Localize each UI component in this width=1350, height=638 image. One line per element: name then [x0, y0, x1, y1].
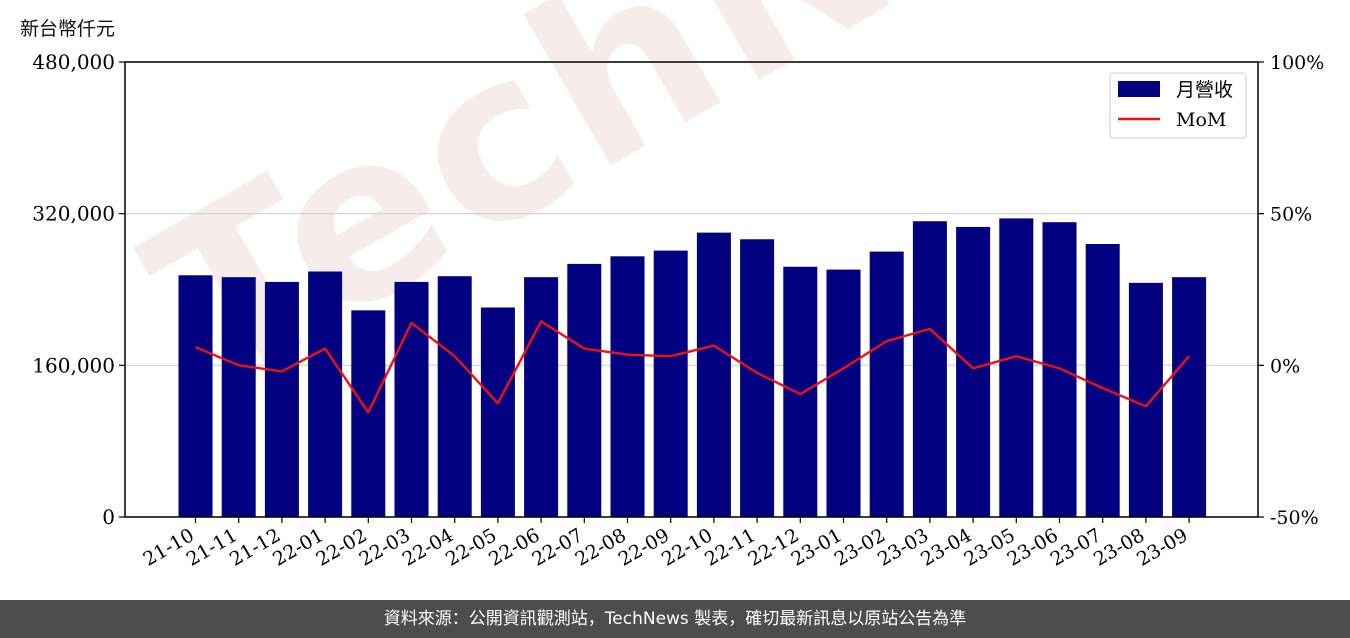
bar-23-08: [1128, 282, 1163, 517]
y-axis-unit-label: 新台幣仟元: [20, 18, 116, 40]
bar-23-01: [826, 269, 861, 517]
left-tick-label: 160,000: [32, 353, 115, 377]
left-tick-label: 320,000: [32, 202, 115, 226]
bar-21-10: [178, 275, 213, 517]
left-tick-label: 480,000: [32, 50, 115, 74]
right-tick-label: 100%: [1270, 52, 1324, 74]
bar-22-03: [394, 281, 429, 517]
bar-23-09: [1172, 277, 1207, 517]
bar-23-05: [999, 218, 1034, 517]
legend-label-revenue: 月營收: [1176, 79, 1233, 101]
bar-22-01: [308, 271, 343, 517]
bar-22-07: [567, 263, 602, 517]
legend-label-mom: MoM: [1176, 109, 1226, 131]
right-tick-label: 0%: [1270, 355, 1300, 377]
bar-22-05: [480, 307, 515, 517]
right-tick-label: 50%: [1270, 204, 1312, 226]
bar-23-04: [956, 226, 991, 517]
plot-frame: [124, 61, 1259, 518]
bar-22-06: [524, 277, 559, 517]
legend-bar-swatch: [1118, 81, 1160, 97]
bar-22-12: [783, 266, 818, 517]
revenue-chart: 0160,000320,000480,000-50%0%50%100%21-10…: [32, 50, 1324, 571]
bar-23-07: [1085, 244, 1120, 517]
bar-22-04: [437, 276, 472, 517]
bar-23-02: [869, 251, 904, 518]
left-tick-label: 0: [102, 505, 115, 529]
source-footer: 資料來源：公開資訊觀測站，TechNews 製表，確切最新訊息以原站公告為準: [0, 600, 1350, 638]
bar-22-09: [653, 250, 688, 517]
right-tick-label: -50%: [1270, 507, 1319, 529]
bar-23-03: [912, 221, 947, 517]
bar-22-08: [610, 256, 645, 517]
bar-21-11: [221, 277, 256, 517]
mom-line: [195, 320, 1191, 414]
x-tick-label: 23-09: [1133, 524, 1191, 570]
bar-22-10: [696, 232, 731, 517]
bar-21-12: [264, 281, 299, 517]
bar-22-02: [351, 310, 386, 517]
